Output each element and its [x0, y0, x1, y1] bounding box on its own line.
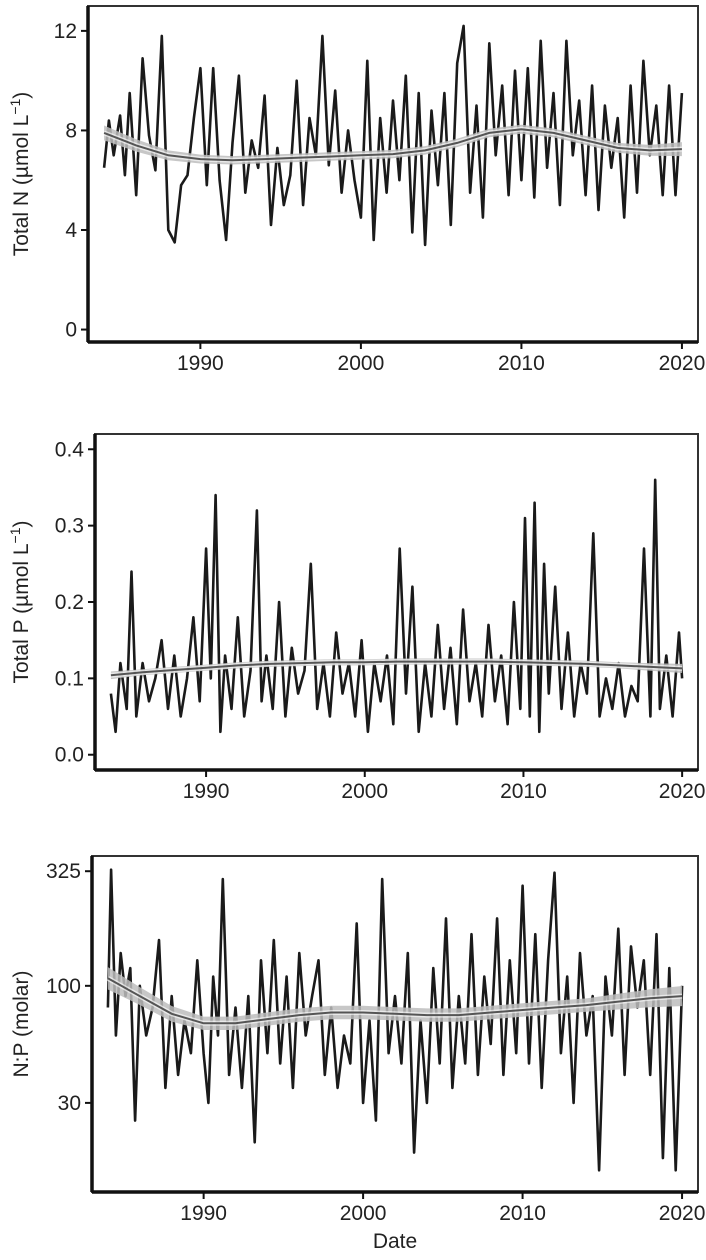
smooth-trend-line	[110, 660, 683, 677]
y-tick-label: 12	[54, 20, 77, 43]
raw-series-line	[102, 24, 684, 247]
y-tick-label: 0.2	[55, 591, 84, 614]
y-tick-label: 0	[65, 319, 77, 342]
chart-panel-2: 0.0 0.1 0.2 0.3 0.4 1990 2000 2010 2020 Total P (…	[7, 433, 706, 803]
x-tick-label: 2020	[659, 1202, 706, 1225]
y-tick-label: 0.1	[55, 667, 84, 690]
x-tick-label: 2000	[341, 780, 388, 803]
x-axis-title: Date	[373, 1230, 417, 1253]
y-axis-title: Total P (µmol L−1)	[7, 520, 33, 683]
x-tick-label: 1990	[180, 1202, 227, 1225]
chart-panel-3: 30 100 325 1990 2000 2010 2020 N:P (molar) Date	[10, 855, 706, 1253]
x-tick-label: 2010	[499, 1202, 546, 1225]
x-tick-label: 2010	[498, 352, 545, 375]
y-tick-label: 30	[58, 1092, 81, 1115]
x-tick-label: 2020	[659, 780, 706, 803]
raw-series-line	[106, 868, 684, 1172]
smooth-trend-line	[107, 977, 683, 1025]
y-tick-label: 0.0	[55, 744, 84, 767]
plot-frame	[87, 5, 699, 343]
y-tick-label: 100	[46, 975, 81, 998]
y-tick-label: 325	[46, 860, 81, 883]
x-tick-label: 2000	[338, 352, 385, 375]
smooth-confidence-band	[107, 967, 683, 1030]
x-tick-label: 1990	[177, 352, 224, 375]
x-tick-label: 1990	[183, 780, 230, 803]
x-tick-label: 2020	[659, 352, 706, 375]
x-tick-label: 2000	[340, 1202, 387, 1225]
raw-series-line	[109, 478, 684, 734]
y-tick-label: 0.3	[55, 515, 84, 538]
smooth-trend-line	[103, 128, 682, 162]
y-tick-label: 8	[65, 119, 77, 142]
smooth-confidence-band	[104, 124, 682, 165]
chart-panel-1: 0 4 8 12 1990 2000 2010 2020 Total N (µmol L−1)	[7, 5, 706, 375]
y-axis-title: Total N (µmol L−1)	[7, 92, 33, 257]
y-axis-title: N:P (molar)	[10, 971, 33, 1078]
y-tick-label: 4	[65, 219, 77, 242]
y-tick-label: 0.4	[55, 438, 85, 461]
x-tick-label: 2010	[500, 780, 547, 803]
